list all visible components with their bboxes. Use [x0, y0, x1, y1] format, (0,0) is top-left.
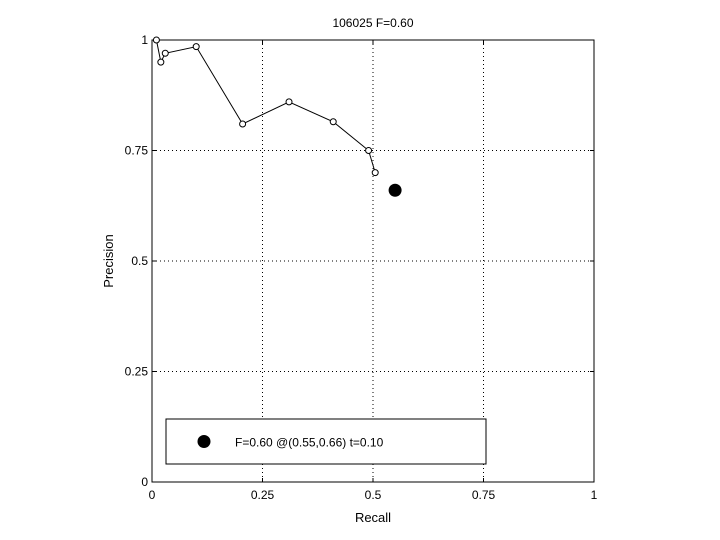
data-point-0-0 [152, 36, 160, 44]
x-tick-label-3: 0.75 [472, 488, 496, 502]
data-point-0-2 [161, 49, 169, 57]
y-tick-label-4: 1 [141, 33, 148, 47]
data-point-0-8 [371, 169, 379, 177]
y-tick-label-1: 0.25 [125, 365, 149, 379]
data-point-0-5 [285, 98, 293, 106]
y-axis-label: Precision [101, 234, 116, 287]
x-tick-label-0: 0 [149, 488, 156, 502]
series-layer [152, 36, 402, 197]
series-line-0 [155, 39, 376, 173]
y-tick-label-2: 0.5 [131, 254, 148, 268]
y-tick-label-0: 0 [141, 475, 148, 489]
data-point-0-3 [192, 43, 200, 51]
best-f-point [388, 183, 402, 197]
chart-title: 106025 F=0.60 [332, 16, 413, 30]
x-tick-label-2: 0.5 [365, 488, 382, 502]
axis-ticks: 0 0.25 0.5 0.75 1 0 0.25 0.5 0.75 1 [125, 33, 598, 502]
plot-frame [151, 39, 595, 483]
grid-lines [152, 40, 594, 482]
legend-box [165, 418, 487, 465]
legend: F=0.60 @(0.55,0.66) t=0.10 [165, 418, 487, 465]
data-point-0-7 [365, 147, 373, 154]
data-point-0-4 [239, 120, 247, 128]
legend-marker-0 [197, 435, 211, 448]
y-tick-label-3: 0.75 [125, 144, 149, 158]
x-axis-label: Recall [355, 510, 391, 525]
x-tick-label-1: 0.25 [251, 488, 275, 502]
x-tick-label-4: 1 [591, 488, 598, 502]
data-point-0-6 [329, 118, 337, 126]
legend-label-0: F=0.60 @(0.55,0.66) t=0.10 [235, 436, 384, 450]
data-point-0-1 [157, 58, 165, 66]
